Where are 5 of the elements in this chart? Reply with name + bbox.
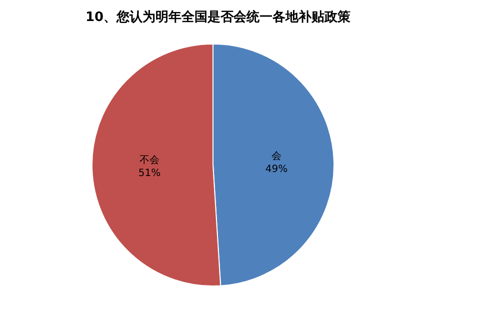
chart-title: 10、您认为明年全国是否会统一各地补贴政策 [85, 9, 352, 25]
data-label: 49% [265, 164, 288, 176]
slice-label: 会 [271, 150, 282, 162]
slice-label: 不会 [140, 154, 160, 166]
data-label: 51% [138, 168, 161, 179]
